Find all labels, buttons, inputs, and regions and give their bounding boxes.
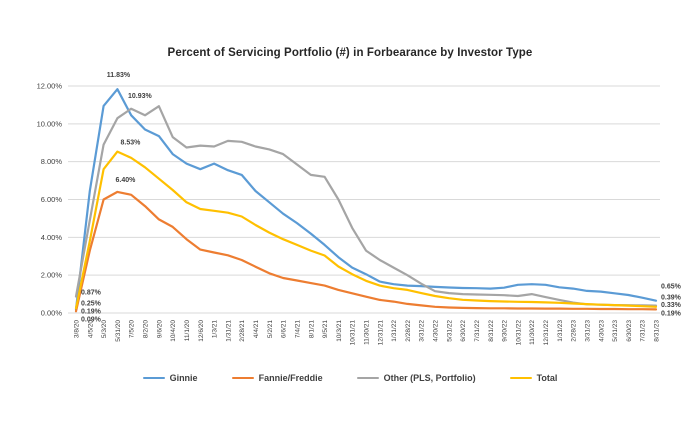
x-tick-label: 1/31/22 — [391, 320, 398, 342]
legend-swatch-icon — [142, 376, 165, 380]
data-label: 0.87% — [81, 290, 102, 297]
x-tick-label: 7/31/23 — [640, 320, 647, 342]
legend-item-other-pls-portfolio-: Other (PLS, Portfolio) — [356, 373, 476, 383]
x-tick-label: 4/4/21 — [253, 320, 260, 338]
x-tick-label: 12/6/20 — [198, 320, 205, 342]
x-tick-label: 6/30/23 — [626, 320, 633, 342]
x-tick-label: 6/30/22 — [460, 320, 467, 342]
series-line-other-pls-portfolio- — [74, 105, 658, 307]
x-tick-label: 4/30/22 — [433, 320, 440, 342]
x-tick-label: 4/30/23 — [598, 320, 605, 342]
x-tick-label: 8/31/23 — [654, 320, 661, 342]
x-tick-label: 9/6/20 — [156, 320, 163, 338]
x-tick-label: 5/2/21 — [267, 320, 274, 338]
x-tick-label: 8/31/22 — [488, 320, 495, 342]
data-label: 0.19% — [81, 308, 102, 315]
x-tick-label: 8/1/21 — [308, 320, 315, 338]
x-tick-label: 4/5/20 — [87, 320, 94, 338]
x-tick-label: 3/31/22 — [419, 320, 426, 342]
x-tick-label: 5/31/20 — [115, 320, 122, 342]
y-tick-label: 8.00% — [41, 157, 63, 166]
x-tick-label: 1/3/21 — [212, 320, 219, 338]
x-tick-label: 6/6/21 — [281, 320, 288, 338]
y-tick-label: 12.00% — [37, 82, 63, 91]
x-tick-label: 3/8/20 — [74, 320, 81, 338]
x-tick-label: 11/30/21 — [364, 320, 371, 345]
data-label: 6.40% — [115, 177, 136, 184]
x-tick-label: 1/31/21 — [225, 320, 232, 342]
data-label: 0.09% — [81, 316, 102, 323]
x-tick-label: 10/4/20 — [170, 320, 177, 342]
x-tick-label: 12/31/22 — [543, 320, 550, 346]
x-tick-label: 10/3/21 — [336, 320, 343, 342]
legend-item-total: Total — [509, 373, 558, 383]
x-tick-label: 7/4/21 — [294, 320, 301, 338]
data-label: 11.83% — [107, 72, 131, 79]
x-tick-label: 9/5/21 — [322, 320, 329, 338]
series-line-fannie-freddie — [74, 190, 658, 313]
x-tick-label: 2/28/22 — [405, 320, 412, 342]
legend-swatch-icon — [231, 376, 254, 380]
data-label: 10.93% — [128, 93, 153, 100]
x-tick-label: 11/1/20 — [184, 320, 191, 342]
x-tick-label: 5/31/22 — [446, 320, 453, 342]
x-tick-label: 10/31/21 — [350, 320, 357, 346]
chart-legend: Ginnie Fannie/Freddie Other (PLS, Portfoli… — [0, 369, 700, 387]
y-tick-label: 0.00% — [41, 309, 63, 318]
legend-label: Other (PLS, Portfolio) — [383, 373, 476, 383]
x-tick-label: 8/2/20 — [143, 320, 150, 338]
legend-item-fannie-freddie: Fannie/Freddie — [231, 373, 323, 383]
legend-swatch-icon — [509, 376, 532, 380]
data-label: 0.39% — [661, 295, 682, 302]
x-tick-label: 9/30/22 — [502, 320, 509, 342]
x-tick-label: 2/28/21 — [239, 320, 246, 342]
legend-item-ginnie: Ginnie — [142, 373, 198, 383]
x-tick-label: 11/30/22 — [529, 320, 536, 345]
data-label: 0.25% — [81, 300, 102, 307]
x-tick-label: 1/31/23 — [557, 320, 564, 342]
series-line-total — [74, 150, 658, 310]
series-line-ginnie — [74, 88, 658, 311]
y-tick-label: 6.00% — [41, 195, 63, 204]
y-tick-label: 10.00% — [37, 119, 63, 128]
data-label: 0.65% — [661, 284, 682, 291]
legend-label: Total — [536, 373, 558, 383]
x-tick-label: 3/31/23 — [584, 320, 591, 342]
data-label: 0.19% — [661, 310, 682, 317]
y-tick-label: 4.00% — [41, 233, 63, 242]
legend-swatch-icon — [356, 376, 379, 380]
legend-label: Ginnie — [169, 373, 198, 383]
x-tick-label: 5/3/20 — [101, 320, 108, 338]
x-tick-label: 7/5/20 — [129, 320, 136, 338]
x-tick-label: 2/28/23 — [571, 320, 578, 342]
x-tick-label: 7/31/22 — [474, 320, 481, 342]
x-tick-label: 12/31/21 — [377, 320, 384, 346]
x-tick-label: 5/31/23 — [612, 320, 619, 342]
y-tick-label: 2.00% — [41, 271, 63, 280]
data-label: 0.33% — [661, 302, 682, 309]
legend-label: Fannie/Freddie — [258, 373, 323, 383]
x-tick-label: 10/31/22 — [515, 320, 522, 346]
data-label: 8.53% — [120, 140, 141, 147]
chart-title: Percent of Servicing Portfolio (#) in Fo… — [167, 47, 533, 59]
